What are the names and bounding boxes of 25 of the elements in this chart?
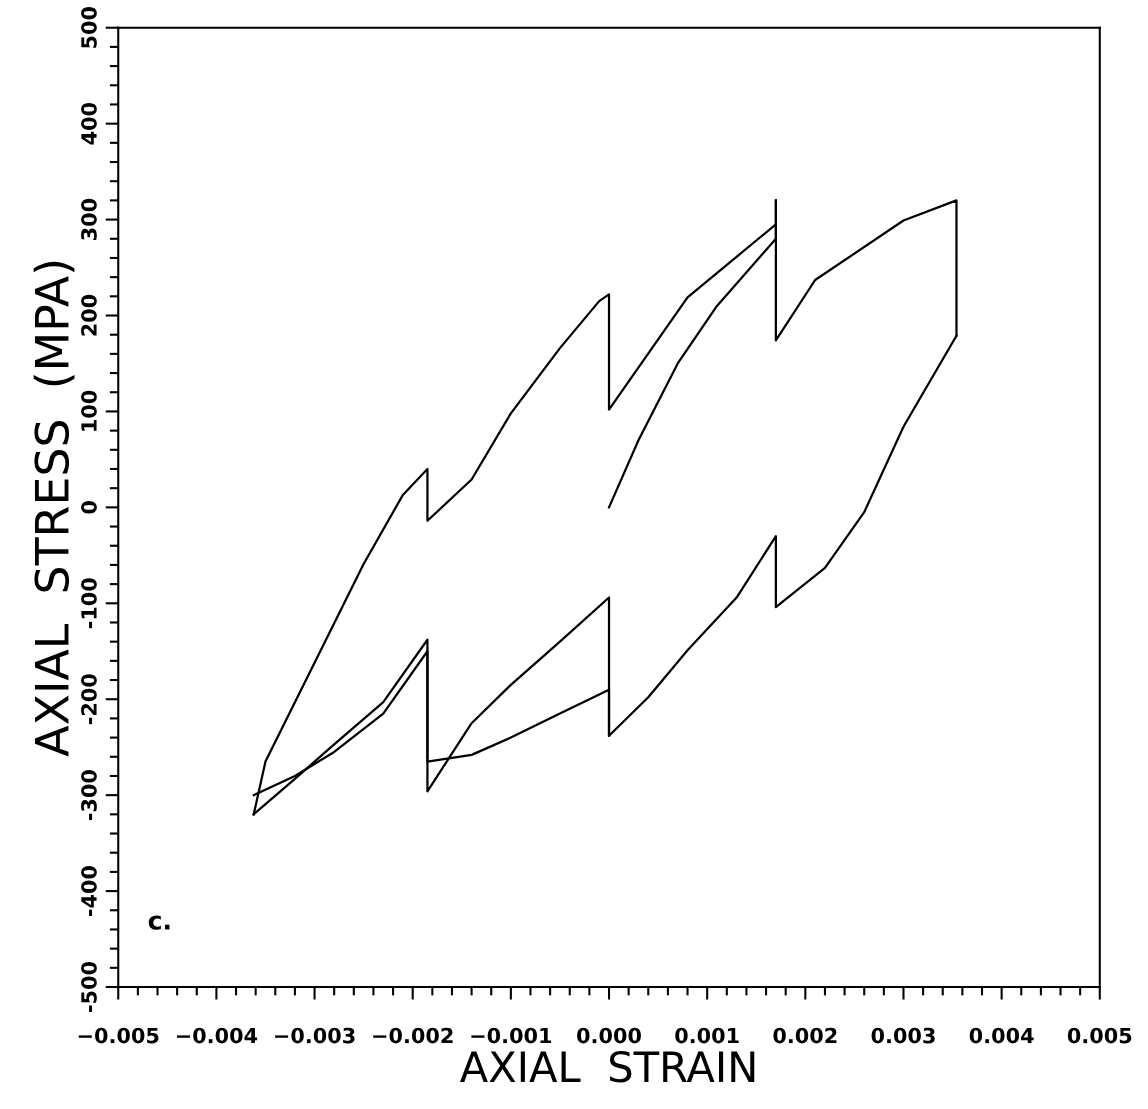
- y-tick-label: 300: [81, 198, 97, 240]
- x-axis-title: AXIAL STRAIN: [459, 1050, 755, 1083]
- x-tick-label: 0.002: [773, 1027, 837, 1044]
- x-tick-label: 0.003: [871, 1027, 935, 1044]
- y-tick-label: -100: [81, 578, 97, 629]
- x-tick-label: 0.005: [1067, 1027, 1132, 1044]
- y-tick-label: -300: [81, 770, 97, 821]
- y-axis-title: AXIAL STRESS (MPA): [33, 261, 75, 757]
- y-tick-label: -200: [81, 674, 97, 725]
- x-tick-label: −0.004: [176, 1027, 258, 1044]
- x-tick-label: −0.002: [373, 1027, 453, 1044]
- y-tick-label: -400: [81, 866, 97, 917]
- y-tick-label: 400: [81, 102, 97, 145]
- annotation: c.: [148, 915, 170, 930]
- y-tick-label: 500: [81, 6, 97, 48]
- x-tick-label: 0.000: [577, 1027, 641, 1044]
- y-tick-label: 200: [81, 294, 97, 336]
- x-tick-label: −0.005: [78, 1027, 159, 1044]
- y-tick-label: -500: [81, 961, 97, 1012]
- y-tick-label: 100: [81, 390, 97, 431]
- x-tick-label: −0.001: [471, 1027, 552, 1044]
- y-tick-label: 0: [81, 501, 97, 514]
- x-tick-label: −0.003: [275, 1027, 355, 1044]
- x-tick-label: 0.004: [969, 1027, 1034, 1044]
- x-tick-label: 0.001: [675, 1027, 739, 1044]
